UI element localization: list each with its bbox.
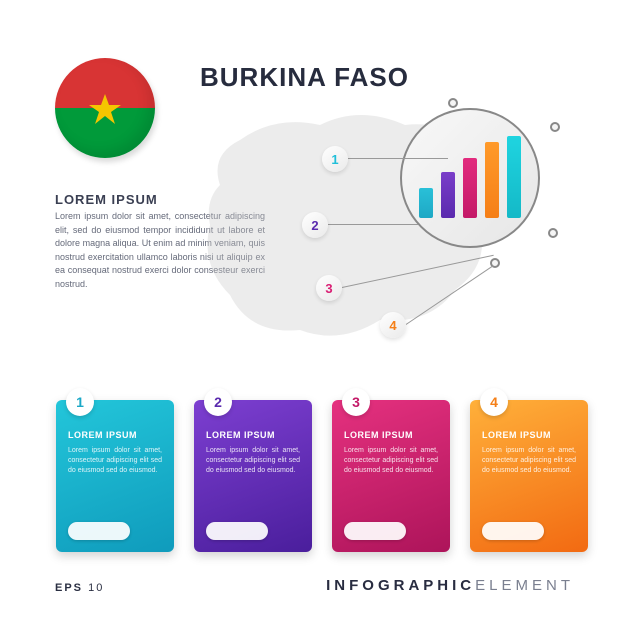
chart-bar xyxy=(441,172,455,218)
card-title: LOREM IPSUM xyxy=(206,430,300,440)
chart-bar xyxy=(485,142,499,218)
card-title: LOREM IPSUM xyxy=(482,430,576,440)
bar-chart xyxy=(419,138,521,218)
card-body: Lorem ipsum dolor sit amet, consectetur … xyxy=(68,446,162,475)
leader-dot xyxy=(548,228,558,238)
card-button[interactable] xyxy=(68,522,130,540)
chart-bar xyxy=(419,188,433,218)
card-number: 1 xyxy=(66,388,94,416)
burkina-flag-icon xyxy=(55,58,155,158)
card-number: 2 xyxy=(204,388,232,416)
chart-bar xyxy=(507,136,521,218)
leader-number: 1 xyxy=(322,146,348,172)
footer-brand: INFOGRAPHICELEMENT xyxy=(326,577,574,594)
eps-label: EPS 10 xyxy=(55,582,104,594)
info-card: 2LOREM IPSUMLorem ipsum dolor sit amet, … xyxy=(194,400,312,552)
card-button[interactable] xyxy=(206,522,268,540)
chart-bar xyxy=(463,158,477,218)
card-body: Lorem ipsum dolor sit amet, consectetur … xyxy=(482,446,576,475)
card-button[interactable] xyxy=(482,522,544,540)
leader-dot xyxy=(448,98,458,108)
card-title: LOREM IPSUM xyxy=(344,430,438,440)
leader-number: 3 xyxy=(316,275,342,301)
card-number: 4 xyxy=(480,388,508,416)
info-card: 3LOREM IPSUMLorem ipsum dolor sit amet, … xyxy=(332,400,450,552)
leader-number: 2 xyxy=(302,212,328,238)
card-body: Lorem ipsum dolor sit amet, consectetur … xyxy=(206,446,300,475)
flag-circle xyxy=(55,58,155,158)
card-button[interactable] xyxy=(344,522,406,540)
subtitle: LOREM IPSUM xyxy=(55,192,158,207)
info-card: 1LOREM IPSUMLorem ipsum dolor sit amet, … xyxy=(56,400,174,552)
page-title: BURKINA FASO xyxy=(200,62,409,93)
info-card: 4LOREM IPSUMLorem ipsum dolor sit amet, … xyxy=(470,400,588,552)
card-number: 3 xyxy=(342,388,370,416)
chart-ring xyxy=(400,108,540,248)
leader-number: 4 xyxy=(380,312,406,338)
card-body: Lorem ipsum dolor sit amet, consectetur … xyxy=(344,446,438,475)
leader-dot xyxy=(550,122,560,132)
card-title: LOREM IPSUM xyxy=(68,430,162,440)
cards-row: 1LOREM IPSUMLorem ipsum dolor sit amet, … xyxy=(56,400,588,552)
